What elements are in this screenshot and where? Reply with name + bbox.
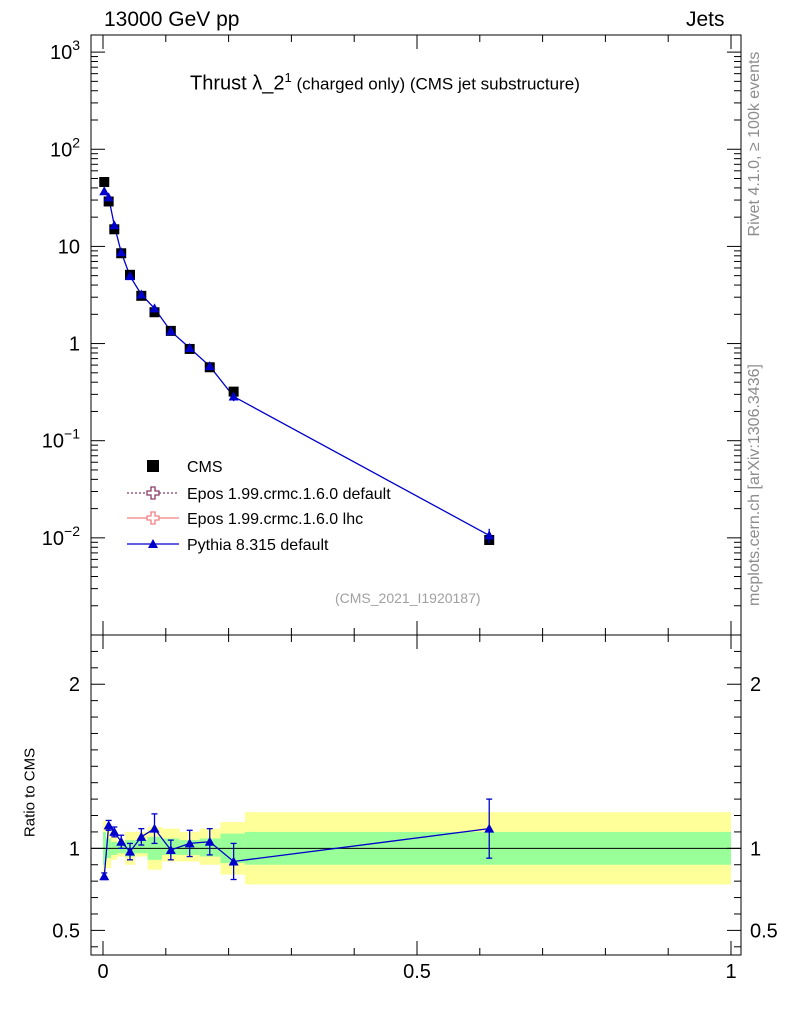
cms-point <box>103 196 114 207</box>
pythia-point <box>165 326 176 336</box>
ratio-tick-label-right: 2 <box>750 674 761 696</box>
legend-label: Epos 1.99.crmc.1.6.0 default <box>187 486 391 503</box>
legend-cms-marker <box>147 460 159 472</box>
analysis-id: (CMS_2021_I1920187) <box>335 590 481 606</box>
title-main: Thrust λ_2 <box>190 72 285 95</box>
green-band <box>135 840 148 854</box>
y-tick-label: 103 <box>50 37 80 64</box>
ratio-pythia-point <box>204 836 215 846</box>
ratio-tick-label-right: 1 <box>750 838 761 860</box>
plot-title: Thrust λ_21 (charged only) (CMS jet subs… <box>190 70 580 96</box>
ratio-pythia-point <box>165 844 176 854</box>
ratio-tick-label-left: 1 <box>69 838 80 860</box>
plot-frames <box>90 34 742 956</box>
y-tick-label: 10−2 <box>42 523 80 550</box>
ratio-pythia-point <box>103 820 114 830</box>
ratio-pythia-point <box>136 831 147 841</box>
ratio-pythia-point <box>109 826 120 836</box>
ratio-pythia-point <box>125 846 136 856</box>
series-points <box>99 177 495 881</box>
pythia-point <box>184 342 195 352</box>
legend-label: Pythia 8.315 default <box>187 537 329 554</box>
y-tick-label: 102 <box>50 134 80 161</box>
legend-triangle-marker <box>148 539 158 548</box>
pythia-point <box>125 271 136 281</box>
axis-ticks <box>91 35 741 955</box>
x-tick-label: 0.5 <box>403 961 431 983</box>
cms-point <box>109 224 120 235</box>
ratio-pythia-point <box>149 823 160 833</box>
y-tick-label: 10 <box>58 236 80 258</box>
ratio-frame <box>90 634 742 956</box>
title-superscript: 1 <box>284 70 292 85</box>
legend-cross-marker <box>146 511 160 525</box>
jets-label: Jets <box>686 8 725 31</box>
legend: CMS Epos 1.99.crmc.1.6.0 default Epos 1.99… <box>127 459 391 554</box>
pythia-point <box>136 289 147 299</box>
ratio-pythia-point <box>116 836 127 846</box>
x-tick-label: 0 <box>97 961 108 983</box>
pythia-point <box>116 247 127 257</box>
y-tick-label: 10−1 <box>42 426 80 453</box>
ratio-tick-label-right: 0.5 <box>750 920 778 942</box>
pythia-point <box>228 391 239 401</box>
ratio-pythia-point <box>228 856 239 866</box>
x-tick-label: 1 <box>725 961 736 983</box>
ratio-ylabel: Ratio to CMS <box>21 747 39 838</box>
ratio-pythia-point <box>484 823 495 833</box>
series-lines <box>103 190 490 877</box>
legend-cross-marker <box>146 486 160 500</box>
cms-point <box>99 177 110 188</box>
pythia-point <box>99 186 110 196</box>
legend-label: Epos 1.99.crmc.1.6.0 lhc <box>187 511 363 528</box>
ratio-tick-label-left: 2 <box>69 674 80 696</box>
pythia-point <box>204 361 215 371</box>
pythia-point <box>149 303 160 313</box>
y-tick-label: 1 <box>69 334 80 356</box>
energy-label: 13000 GeV pp <box>104 8 240 31</box>
pythia-line <box>103 190 490 536</box>
pythia-point <box>484 530 495 540</box>
ratio-pythia-point <box>184 838 195 848</box>
pythia-point <box>103 192 114 202</box>
pythia-point <box>109 220 120 230</box>
legend-label: CMS <box>187 459 223 476</box>
title-rest: (charged only) (CMS jet substructure) <box>291 74 580 94</box>
ratio-tick-label-left: 0.5 <box>52 920 80 942</box>
ratio-pythia-point <box>99 871 110 881</box>
